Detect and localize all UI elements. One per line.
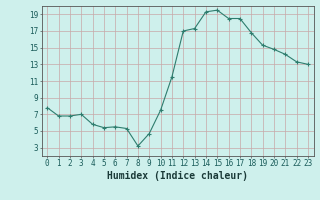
X-axis label: Humidex (Indice chaleur): Humidex (Indice chaleur) [107, 171, 248, 181]
